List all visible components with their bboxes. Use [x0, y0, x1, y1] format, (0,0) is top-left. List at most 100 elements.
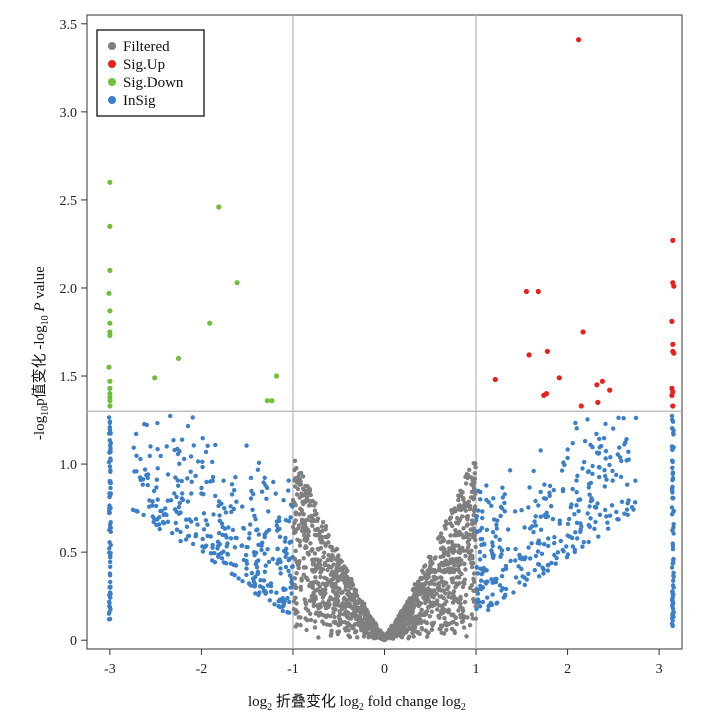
point: [220, 524, 225, 530]
point: [670, 613, 675, 618]
point: [493, 534, 498, 539]
point: [107, 308, 113, 314]
point: [669, 413, 675, 419]
point: [463, 567, 468, 572]
point: [564, 544, 569, 549]
point: [250, 507, 255, 512]
legend-marker: [108, 60, 116, 68]
point: [321, 554, 326, 560]
point: [285, 595, 290, 601]
point: [107, 398, 113, 404]
point: [479, 525, 485, 531]
point: [352, 601, 357, 606]
point: [455, 582, 460, 587]
point: [240, 543, 245, 548]
point: [175, 478, 180, 483]
point: [472, 533, 477, 538]
point: [558, 538, 563, 544]
point: [294, 571, 299, 576]
point: [671, 522, 676, 527]
point: [316, 635, 321, 640]
point: [262, 551, 267, 556]
point: [345, 610, 351, 615]
point: [526, 352, 532, 358]
point: [190, 415, 195, 420]
point: [478, 536, 483, 542]
point: [476, 599, 482, 605]
point: [322, 560, 328, 566]
point: [594, 450, 600, 455]
point: [519, 556, 525, 562]
point: [107, 525, 113, 530]
point: [552, 552, 557, 558]
point: [480, 585, 486, 590]
point: [292, 520, 297, 526]
point: [351, 605, 356, 610]
point: [268, 583, 274, 589]
point: [671, 560, 676, 566]
point: [489, 503, 494, 508]
point: [265, 547, 270, 552]
point: [549, 560, 554, 566]
point: [513, 575, 519, 580]
legend-label: Filtered: [123, 39, 170, 55]
point: [351, 626, 356, 631]
point: [473, 465, 478, 470]
point: [423, 599, 428, 604]
point: [185, 476, 190, 481]
point: [264, 485, 270, 491]
point: [513, 558, 518, 563]
point: [277, 526, 282, 531]
point: [497, 545, 502, 550]
point: [287, 610, 292, 615]
point: [334, 557, 339, 562]
point: [500, 495, 505, 500]
point: [106, 415, 112, 420]
point: [463, 534, 468, 539]
point: [312, 625, 318, 630]
point: [537, 541, 542, 546]
point: [464, 531, 469, 536]
point: [507, 468, 513, 473]
point: [671, 574, 676, 579]
y-tick-label: 2.0: [60, 282, 78, 297]
point: [428, 560, 433, 565]
point: [310, 523, 315, 528]
point: [320, 590, 325, 595]
point: [297, 539, 303, 544]
point: [262, 534, 267, 540]
legend-label: Sig.Down: [123, 75, 184, 91]
point: [454, 621, 459, 627]
point: [288, 539, 294, 544]
point: [278, 571, 283, 576]
point: [211, 512, 216, 517]
point: [155, 497, 160, 502]
point: [467, 467, 472, 473]
point: [576, 37, 582, 43]
point: [314, 511, 319, 516]
x-tick-label: -1: [287, 662, 299, 677]
point: [215, 539, 221, 544]
point: [480, 509, 485, 514]
point: [406, 636, 411, 641]
point: [607, 462, 612, 468]
point: [325, 567, 330, 573]
point: [340, 590, 345, 595]
point: [409, 599, 415, 604]
point: [336, 614, 342, 619]
point: [527, 526, 533, 531]
point: [184, 524, 190, 529]
point: [546, 543, 551, 549]
point: [587, 492, 592, 497]
point: [175, 446, 180, 452]
point: [108, 579, 113, 585]
point: [438, 575, 443, 580]
point: [531, 530, 536, 535]
point: [193, 534, 198, 539]
point: [457, 503, 462, 508]
point: [303, 518, 308, 523]
point: [193, 516, 199, 522]
point: [456, 521, 461, 526]
point: [536, 561, 541, 567]
point: [200, 464, 205, 470]
